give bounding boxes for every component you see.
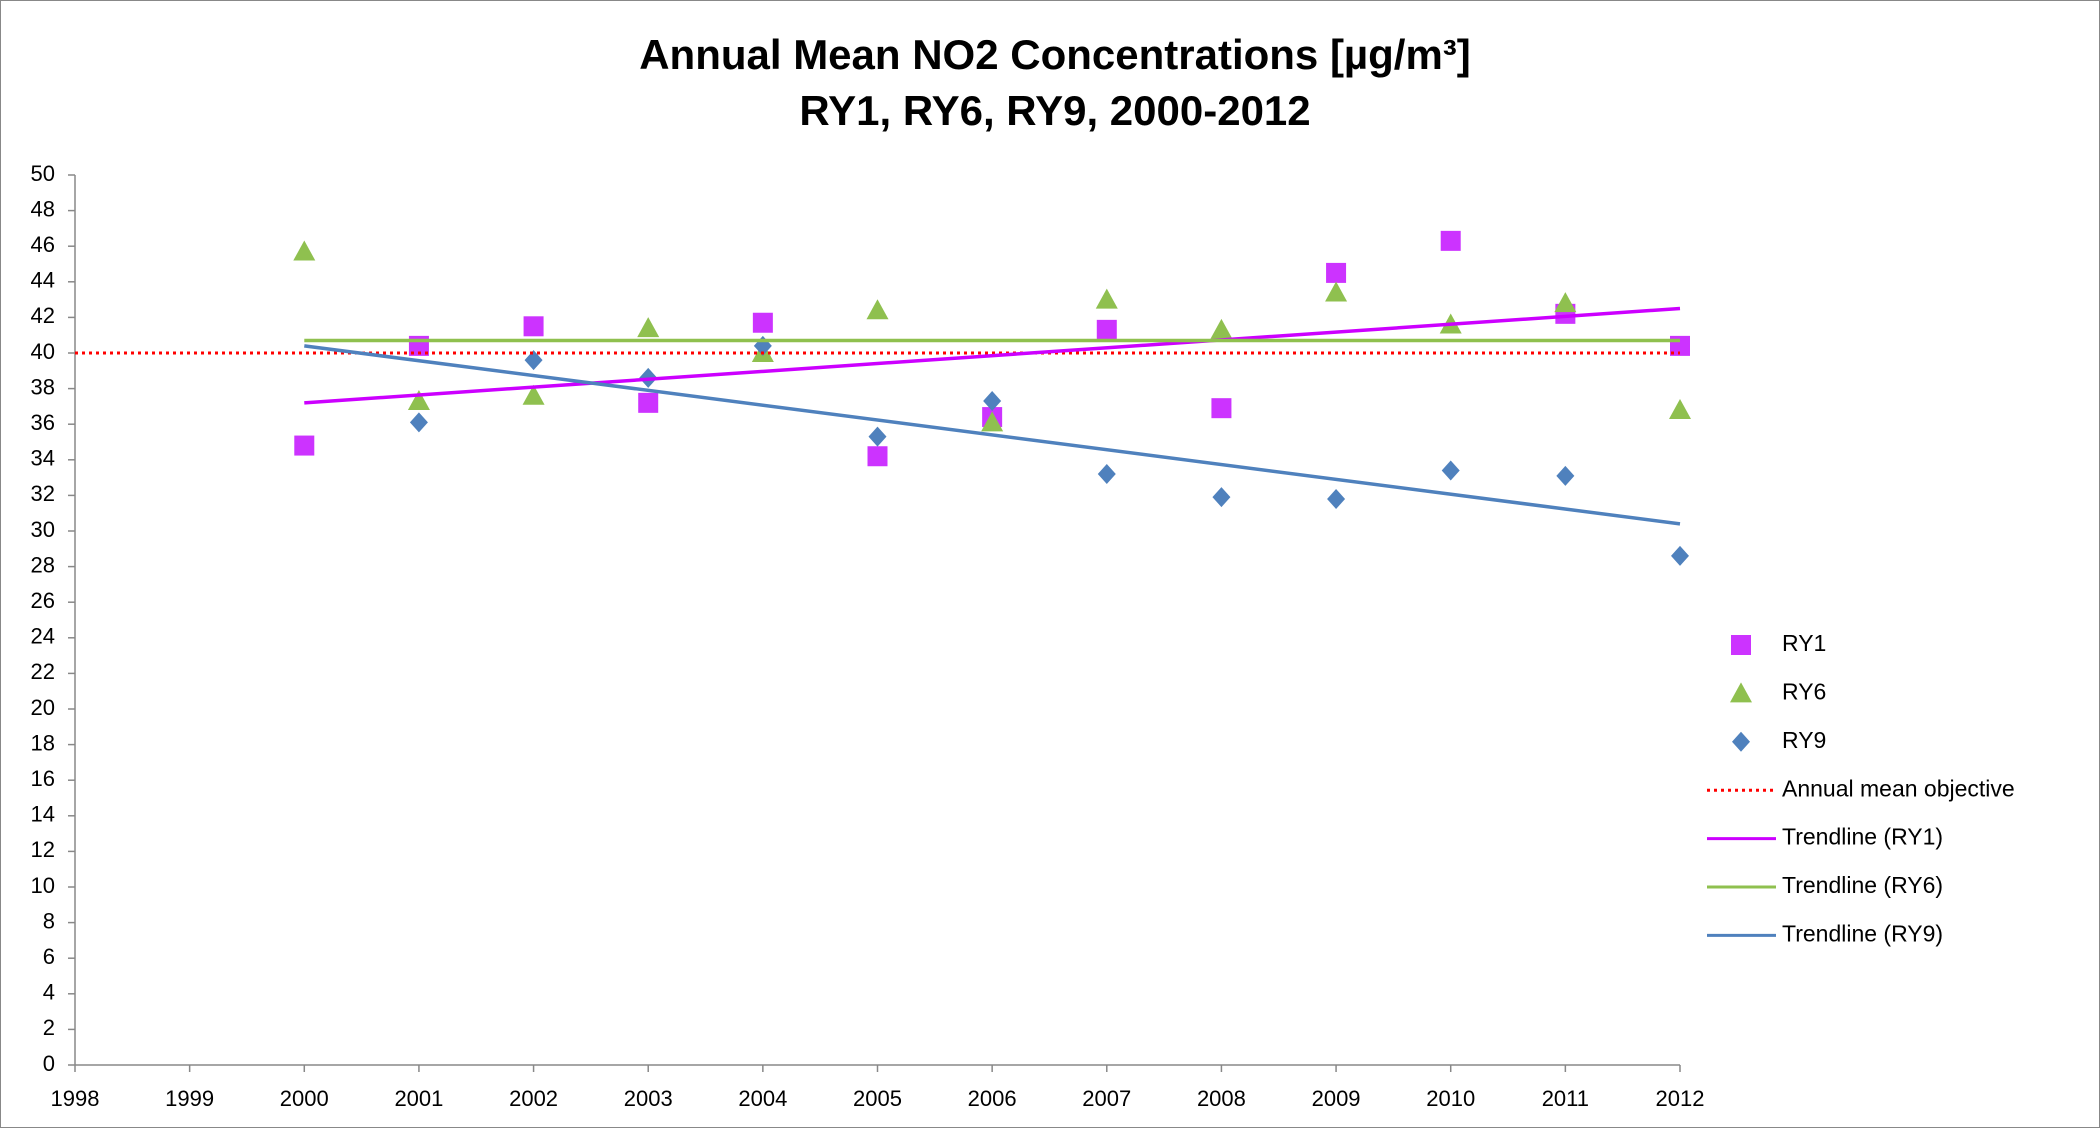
y-tick-label: 44 bbox=[31, 268, 55, 293]
y-tick-label: 24 bbox=[31, 624, 55, 649]
x-tick-label: 2008 bbox=[1197, 1086, 1246, 1111]
marker-diamond bbox=[1732, 731, 1750, 752]
marker-diamond bbox=[1212, 487, 1231, 508]
x-tick-label: 2002 bbox=[509, 1086, 558, 1111]
x-tick-label: 2003 bbox=[624, 1086, 673, 1111]
y-tick-label: 8 bbox=[43, 908, 55, 933]
marker-square bbox=[1211, 398, 1232, 419]
y-tick-label: 0 bbox=[43, 1051, 55, 1076]
x-tick-label: 2005 bbox=[853, 1086, 902, 1111]
marker-diamond bbox=[1327, 488, 1346, 509]
legend-label: RY1 bbox=[1782, 630, 1826, 656]
marker-diamond bbox=[868, 426, 887, 447]
y-tick-label: 12 bbox=[31, 837, 55, 862]
y-tick-label: 40 bbox=[31, 339, 55, 364]
marker-square bbox=[638, 392, 659, 413]
x-tick-label: 2006 bbox=[968, 1086, 1017, 1111]
marker-square bbox=[1096, 319, 1117, 340]
marker-square bbox=[752, 312, 773, 333]
marker-triangle bbox=[637, 317, 660, 338]
y-tick-label: 30 bbox=[31, 517, 55, 542]
chart-subtitle: RY1, RY6, RY9, 2000-2012 bbox=[799, 87, 1310, 134]
y-tick-label: 16 bbox=[31, 766, 55, 791]
marker-diamond bbox=[1556, 465, 1575, 486]
marker-triangle bbox=[1669, 398, 1691, 419]
marker-square bbox=[1731, 635, 1751, 655]
y-tick-label: 6 bbox=[43, 944, 55, 969]
y-tick-label: 36 bbox=[31, 410, 55, 435]
trendline bbox=[304, 306, 1681, 405]
marker-triangle bbox=[866, 299, 889, 320]
marker-triangle bbox=[1095, 288, 1118, 309]
x-tick-label: 2007 bbox=[1082, 1086, 1131, 1111]
marker-diamond bbox=[409, 412, 428, 433]
x-tick-label: 2010 bbox=[1426, 1086, 1475, 1111]
marker-triangle bbox=[1210, 318, 1233, 339]
y-tick-label: 38 bbox=[31, 374, 55, 399]
y-tick-label: 2 bbox=[43, 1015, 55, 1040]
y-tick-label: 4 bbox=[43, 980, 55, 1005]
marker-triangle bbox=[981, 411, 1004, 432]
y-tick-label: 34 bbox=[31, 446, 55, 471]
chart-title: Annual Mean NO2 Concentrations [µg/m³] bbox=[639, 31, 1471, 78]
x-tick-label: 2004 bbox=[738, 1086, 787, 1111]
legend-label: Trendline (RY9) bbox=[1782, 920, 1943, 946]
y-tick-label: 22 bbox=[31, 659, 55, 684]
y-tick-label: 18 bbox=[31, 730, 55, 755]
y-tick-label: 10 bbox=[31, 873, 55, 898]
y-tick-label: 50 bbox=[31, 161, 55, 186]
y-tick-label: 32 bbox=[31, 481, 55, 506]
x-tick-label: 2001 bbox=[394, 1086, 443, 1111]
y-tick-label: 20 bbox=[31, 695, 55, 720]
x-tick-label: 2011 bbox=[1542, 1086, 1589, 1111]
legend-label: Trendline (RY1) bbox=[1782, 824, 1943, 850]
legend-label: Trendline (RY6) bbox=[1782, 872, 1943, 898]
x-tick-label: 2000 bbox=[280, 1086, 329, 1111]
trendline bbox=[304, 344, 1681, 526]
y-tick-label: 48 bbox=[31, 196, 55, 221]
marker-triangle bbox=[407, 390, 430, 411]
y-tick-label: 42 bbox=[31, 303, 55, 328]
y-tick-label: 46 bbox=[31, 232, 55, 257]
marker-diamond bbox=[524, 350, 543, 371]
marker-triangle bbox=[293, 240, 316, 261]
legend-label: RY6 bbox=[1782, 678, 1826, 704]
marker-triangle bbox=[522, 384, 545, 405]
y-tick-label: 14 bbox=[31, 802, 55, 827]
marker-square bbox=[1440, 230, 1461, 251]
marker-square bbox=[294, 435, 315, 456]
legend-label: Annual mean objective bbox=[1782, 775, 2015, 801]
marker-diamond bbox=[1441, 460, 1460, 481]
x-tick-label: 2009 bbox=[1312, 1086, 1361, 1111]
y-tick-label: 26 bbox=[31, 588, 55, 613]
x-tick-label: 1999 bbox=[165, 1086, 214, 1111]
marker-triangle bbox=[1730, 682, 1752, 703]
marker-triangle bbox=[1554, 292, 1577, 313]
marker-square bbox=[867, 446, 888, 467]
x-tick-label: 2012 bbox=[1656, 1086, 1705, 1111]
marker-square bbox=[523, 316, 544, 337]
legend-label: RY9 bbox=[1782, 727, 1826, 753]
y-tick-label: 28 bbox=[31, 552, 55, 577]
marker-diamond bbox=[1097, 464, 1116, 485]
marker-diamond bbox=[1671, 545, 1689, 566]
marker-square bbox=[1326, 262, 1347, 283]
marker-diamond bbox=[983, 391, 1002, 412]
marker-triangle bbox=[1325, 281, 1348, 302]
x-tick-label: 1998 bbox=[51, 1086, 100, 1111]
